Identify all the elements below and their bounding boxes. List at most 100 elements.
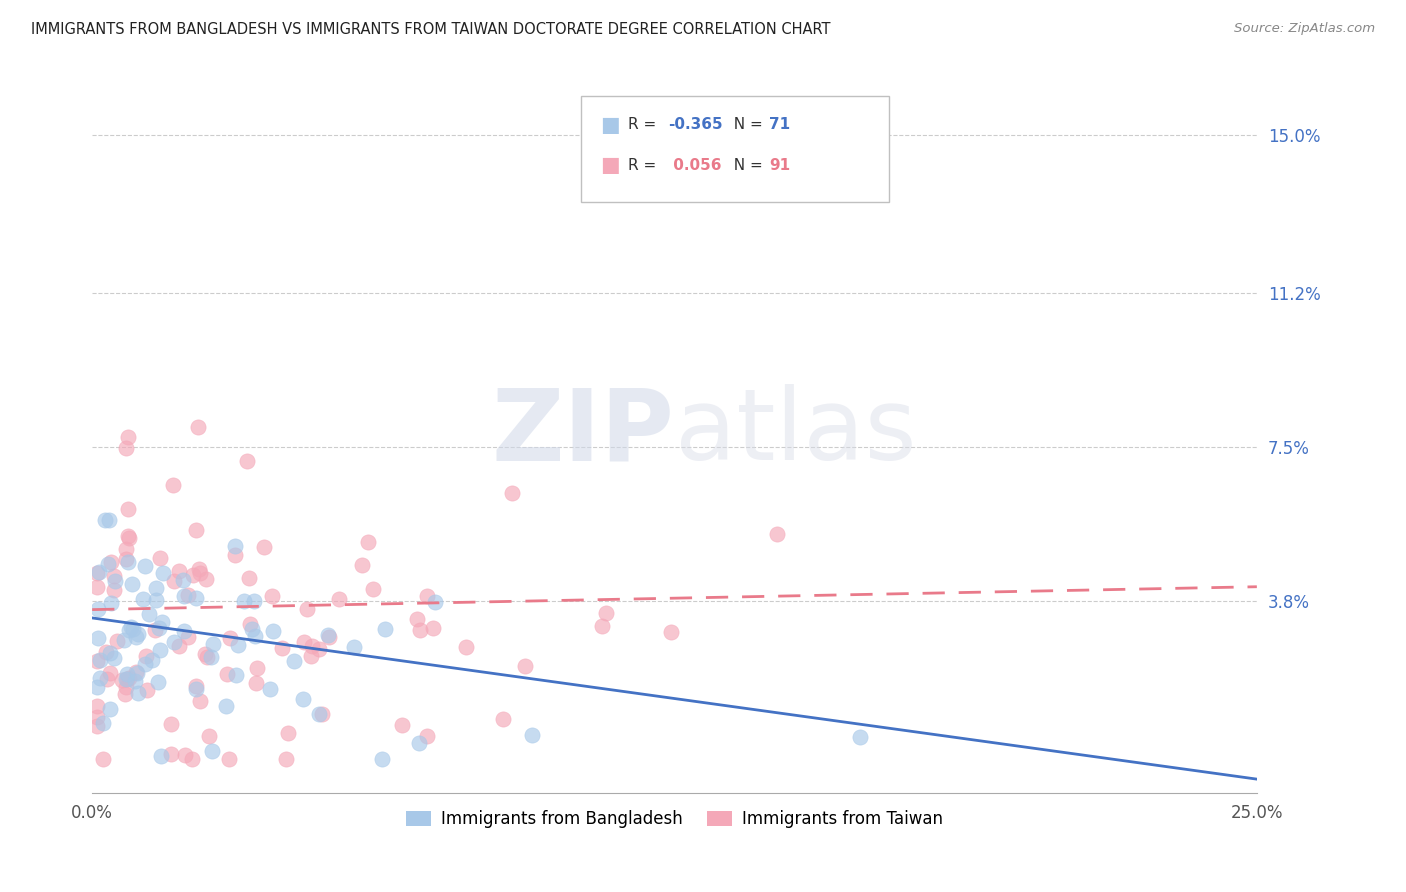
Point	[149, 748, 172, 763]
Point	[167, 564, 190, 578]
Point	[162, 574, 184, 589]
Point	[194, 573, 217, 587]
Point	[87, 631, 110, 645]
Point	[125, 665, 148, 680]
Point	[98, 702, 121, 716]
Point	[173, 624, 195, 639]
Point	[243, 594, 266, 608]
Point	[145, 581, 167, 595]
Point	[292, 635, 315, 649]
Point	[849, 731, 872, 745]
Point	[100, 646, 122, 660]
Point	[94, 513, 117, 527]
Text: 91: 91	[769, 158, 790, 172]
Point	[117, 673, 139, 687]
Point	[201, 744, 224, 758]
Text: ■: ■	[600, 155, 620, 175]
Point	[148, 621, 170, 635]
Point	[115, 673, 138, 687]
Text: 0.056: 0.056	[668, 158, 721, 172]
Point	[262, 590, 284, 604]
Point	[114, 687, 136, 701]
Point	[177, 630, 200, 644]
Point	[98, 513, 121, 527]
Point	[277, 726, 299, 740]
Point	[184, 681, 207, 696]
Point	[246, 661, 269, 675]
Point	[118, 531, 141, 545]
Point	[408, 736, 430, 750]
Point	[188, 694, 211, 708]
Legend: Immigrants from Bangladesh, Immigrants from Taiwan: Immigrants from Bangladesh, Immigrants f…	[399, 804, 950, 835]
Point	[374, 623, 396, 637]
Point	[105, 634, 128, 648]
Point	[219, 631, 242, 645]
Point	[125, 665, 148, 680]
Text: atlas: atlas	[675, 384, 917, 482]
Point	[134, 559, 156, 574]
Point	[328, 591, 350, 606]
Point	[122, 622, 145, 636]
Text: ZIP: ZIP	[492, 384, 675, 482]
Point	[97, 557, 120, 571]
Point	[195, 649, 218, 664]
Point	[145, 592, 167, 607]
Point	[89, 671, 111, 685]
Point	[87, 565, 110, 579]
Point	[104, 574, 127, 588]
Point	[117, 430, 139, 444]
Text: IMMIGRANTS FROM BANGLADESH VS IMMIGRANTS FROM TAIWAN DOCTORATE DEGREE CORRELATIO: IMMIGRANTS FROM BANGLADESH VS IMMIGRANTS…	[31, 22, 831, 37]
Point	[86, 698, 108, 713]
Point	[188, 566, 211, 581]
Point	[173, 589, 195, 603]
Point	[318, 630, 340, 644]
Point	[124, 673, 146, 688]
Point	[117, 501, 139, 516]
Point	[520, 728, 543, 742]
Point	[121, 577, 143, 591]
Point	[118, 623, 141, 637]
Point	[184, 591, 207, 606]
Point	[181, 752, 204, 766]
Point	[492, 712, 515, 726]
Point	[115, 667, 138, 681]
Point	[181, 568, 204, 582]
Point	[149, 551, 172, 566]
Point	[292, 691, 315, 706]
Point	[259, 681, 281, 696]
Point	[357, 534, 380, 549]
Point	[316, 628, 339, 642]
Point	[218, 752, 240, 766]
Point	[115, 681, 138, 695]
Point	[200, 649, 222, 664]
Point	[118, 672, 141, 686]
Text: -0.365: -0.365	[668, 118, 723, 132]
Point	[87, 602, 110, 616]
Point	[423, 595, 446, 609]
Point	[86, 719, 108, 733]
Point	[301, 639, 323, 653]
Point	[350, 558, 373, 572]
Point	[253, 541, 276, 555]
Point	[117, 529, 139, 543]
Point	[152, 566, 174, 580]
Text: N =: N =	[724, 118, 768, 132]
Point	[132, 592, 155, 607]
Point	[308, 707, 330, 722]
Text: ■: ■	[600, 115, 620, 135]
Point	[343, 640, 366, 654]
Point	[422, 621, 444, 635]
Text: R =: R =	[628, 158, 662, 172]
Point	[150, 615, 173, 629]
Point	[103, 651, 125, 665]
Point	[86, 566, 108, 580]
Point	[96, 672, 118, 686]
Point	[371, 752, 394, 766]
Point	[456, 640, 478, 655]
Point	[224, 548, 246, 562]
Point	[127, 627, 149, 641]
Point	[391, 718, 413, 732]
Point	[100, 555, 122, 569]
Point	[659, 625, 682, 640]
Point	[86, 709, 108, 723]
